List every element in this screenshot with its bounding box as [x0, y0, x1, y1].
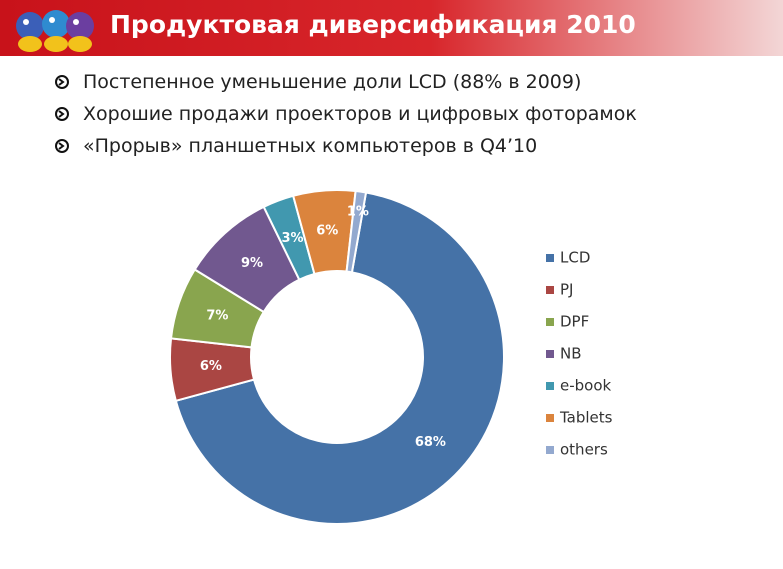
data-label: 3% — [281, 231, 303, 246]
legend-label: e-book — [560, 377, 612, 395]
bullet-text: «Прорыв» планшетных компьютеров в Q4’10 — [83, 135, 538, 157]
header-bar: Продуктовая диверсификация 2010 — [0, 0, 783, 56]
legend-label: others — [560, 441, 608, 459]
data-label: 1% — [347, 204, 369, 219]
legend-label: PJ — [560, 281, 573, 299]
bullet-icon — [55, 107, 69, 121]
title: Продуктовая диверсификация 2010 — [110, 10, 636, 39]
data-label: 9% — [241, 256, 263, 271]
legend-label: NB — [560, 345, 582, 363]
chart: 68% 6% 7% 9% 3% 6% 1% LCD PJ DPF NB e-book Tablets ot… — [169, 189, 613, 525]
data-label: 7% — [206, 308, 228, 323]
data-label: 68% — [415, 435, 446, 450]
bullet-icon — [55, 75, 69, 89]
data-label: 6% — [200, 359, 222, 374]
legend-marker — [546, 382, 554, 390]
slice — [174, 191, 505, 525]
legend-label: LCD — [560, 249, 590, 267]
data-label: 6% — [316, 223, 338, 238]
slice — [345, 189, 368, 274]
legend-label: Tablets — [559, 409, 613, 427]
bullet-icon — [55, 139, 69, 153]
logo — [16, 10, 94, 52]
legend-marker — [546, 414, 554, 422]
bullet-text: Постепенное уменьшение доли LCD (88% в 2… — [83, 71, 582, 93]
bullet: Постепенное уменьшение доли LCD (88% в 2… — [55, 66, 637, 98]
legend-marker — [546, 286, 554, 294]
legend-marker — [546, 446, 554, 454]
bullet-text: Хорошие продажи проекторов и цифровых фо… — [83, 103, 637, 125]
legend-marker — [546, 350, 554, 358]
bullet: «Прорыв» планшетных компьютеров в Q4’10 — [55, 130, 637, 162]
legend-marker — [546, 254, 554, 262]
bullet: Хорошие продажи проекторов и цифровых фо… — [55, 98, 637, 130]
legend-label: DPF — [560, 313, 589, 331]
legend-marker — [546, 318, 554, 326]
bullet-list: Постепенное уменьшение доли LCD (88% в 2… — [55, 66, 637, 162]
